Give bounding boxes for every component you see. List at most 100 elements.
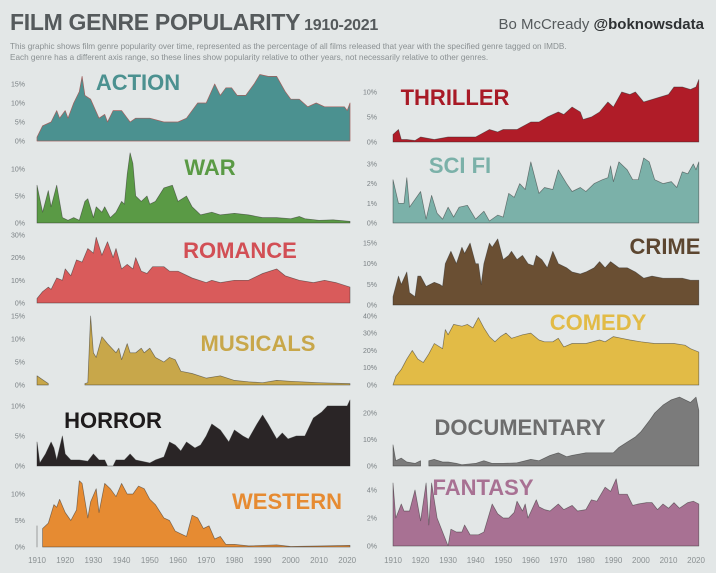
fantasy-ytick: 4% [367,488,377,495]
x-tick-right: 1930 [439,556,457,565]
documentary-area-1 [392,444,421,467]
x-tick-left: 1950 [141,556,159,565]
sci-fi-ytick: 1% [367,201,377,208]
description: This graphic shows film genre popularity… [10,41,630,63]
romance-ytick: 0% [15,301,25,308]
x-tick-left: 1990 [254,556,272,565]
western-area-2 [42,480,351,548]
x-tick-right: 2000 [632,556,650,565]
horror-ytick: 0% [15,464,25,471]
musicals-ytick: 5% [15,360,25,367]
sci-fi-area [392,157,700,224]
x-tick-right: 1940 [467,556,485,565]
romance-ytick: 10% [11,278,25,285]
documentary-ytick: 20% [363,411,377,418]
comedy-label: COMEDY [550,310,647,335]
thriller-ytick: 0% [367,140,377,147]
musicals-ytick: 0% [15,383,25,390]
x-tick-right: 1920 [412,556,430,565]
description-line-1: This graphic shows film genre popularity… [10,42,567,51]
comedy-ytick: 20% [363,348,377,355]
page-title: FILM GENRE POPULARITY 1910-2021 [10,9,378,36]
documentary-area-2 [428,396,700,467]
western-label: WESTERN [232,489,342,514]
action-ytick: 15% [11,82,25,89]
horror-label: HORROR [64,408,162,433]
fantasy-label: FANTASY [432,475,533,500]
comedy-ytick: 10% [363,365,377,372]
horror-area [36,399,351,467]
title-years: 1910-2021 [304,17,378,34]
sci-fi-label: SCI FI [429,153,491,178]
thriller-ytick: 5% [367,115,377,122]
x-tick-left: 1980 [226,556,244,565]
war-area [36,152,351,224]
western-ytick: 10% [11,492,25,499]
war-ytick: 5% [15,194,25,201]
x-tick-left: 2020 [338,556,356,565]
war-ytick: 0% [15,221,25,228]
action-ytick: 10% [11,101,25,108]
comedy-ytick: 30% [363,331,377,338]
crime-label: CRIME [630,234,701,259]
x-tick-right: 2010 [660,556,678,565]
horror-ytick: 10% [11,404,25,411]
x-tick-right: 1970 [549,556,567,565]
crime-area [392,238,700,306]
musicals-label: MUSICALS [201,331,316,356]
thriller-label: THRILLER [401,85,510,110]
x-tick-right: 1990 [605,556,623,565]
x-tick-left: 2000 [282,556,300,565]
author-credit: Bo McCready @boknowsdata [498,16,704,33]
musicals-ytick: 15% [11,314,25,321]
x-tick-left: 2010 [310,556,328,565]
x-tick-right: 2020 [687,556,705,565]
documentary-label: DOCUMENTARY [434,415,605,440]
x-tick-right: 1950 [494,556,512,565]
western-ytick: 5% [15,518,25,525]
romance-ytick: 20% [11,255,25,262]
thriller-area [392,79,700,143]
x-tick-left: 1970 [197,556,215,565]
musicals-area-1 [36,375,49,386]
thriller-ytick: 10% [363,90,377,97]
war-ytick: 10% [11,167,25,174]
action-label: ACTION [96,70,180,95]
musicals-area-2 [84,315,351,386]
crime-ytick: 0% [367,303,377,310]
x-tick-right: 1910 [384,556,402,565]
comedy-ytick: 0% [367,383,377,390]
romance-label: ROMANCE [183,238,297,263]
documentary-ytick: 0% [367,464,377,471]
comedy-area [392,317,700,386]
romance-area [36,236,351,304]
sci-fi-ytick: 2% [367,181,377,188]
description-line-2: Each genre has a different axis range, s… [10,53,489,62]
western-ytick: 0% [15,545,25,552]
war-label: WAR [184,155,235,180]
fantasy-area [392,478,700,547]
x-tick-left: 1920 [56,556,74,565]
crime-ytick: 15% [363,241,377,248]
documentary-ytick: 10% [363,437,377,444]
action-ytick: 0% [15,139,25,146]
x-tick-left: 1940 [113,556,131,565]
author-handle: @boknowsdata [593,16,704,33]
action-area [36,74,351,142]
crime-ytick: 10% [363,261,377,268]
x-tick-right: 1980 [577,556,595,565]
musicals-ytick: 10% [11,337,25,344]
comedy-ytick: 40% [363,313,377,320]
sci-fi-ytick: 3% [367,161,377,168]
author-name: Bo McCready [498,16,590,33]
romance-ytick: 30% [11,232,25,239]
x-tick-left: 1910 [28,556,46,565]
x-tick-left: 1960 [169,556,187,565]
horror-ytick: 5% [15,434,25,441]
sci-fi-ytick: 0% [367,221,377,228]
fantasy-ytick: 0% [367,544,377,551]
action-ytick: 5% [15,120,25,127]
title-text: FILM GENRE POPULARITY [10,9,301,35]
crime-ytick: 5% [367,282,377,289]
